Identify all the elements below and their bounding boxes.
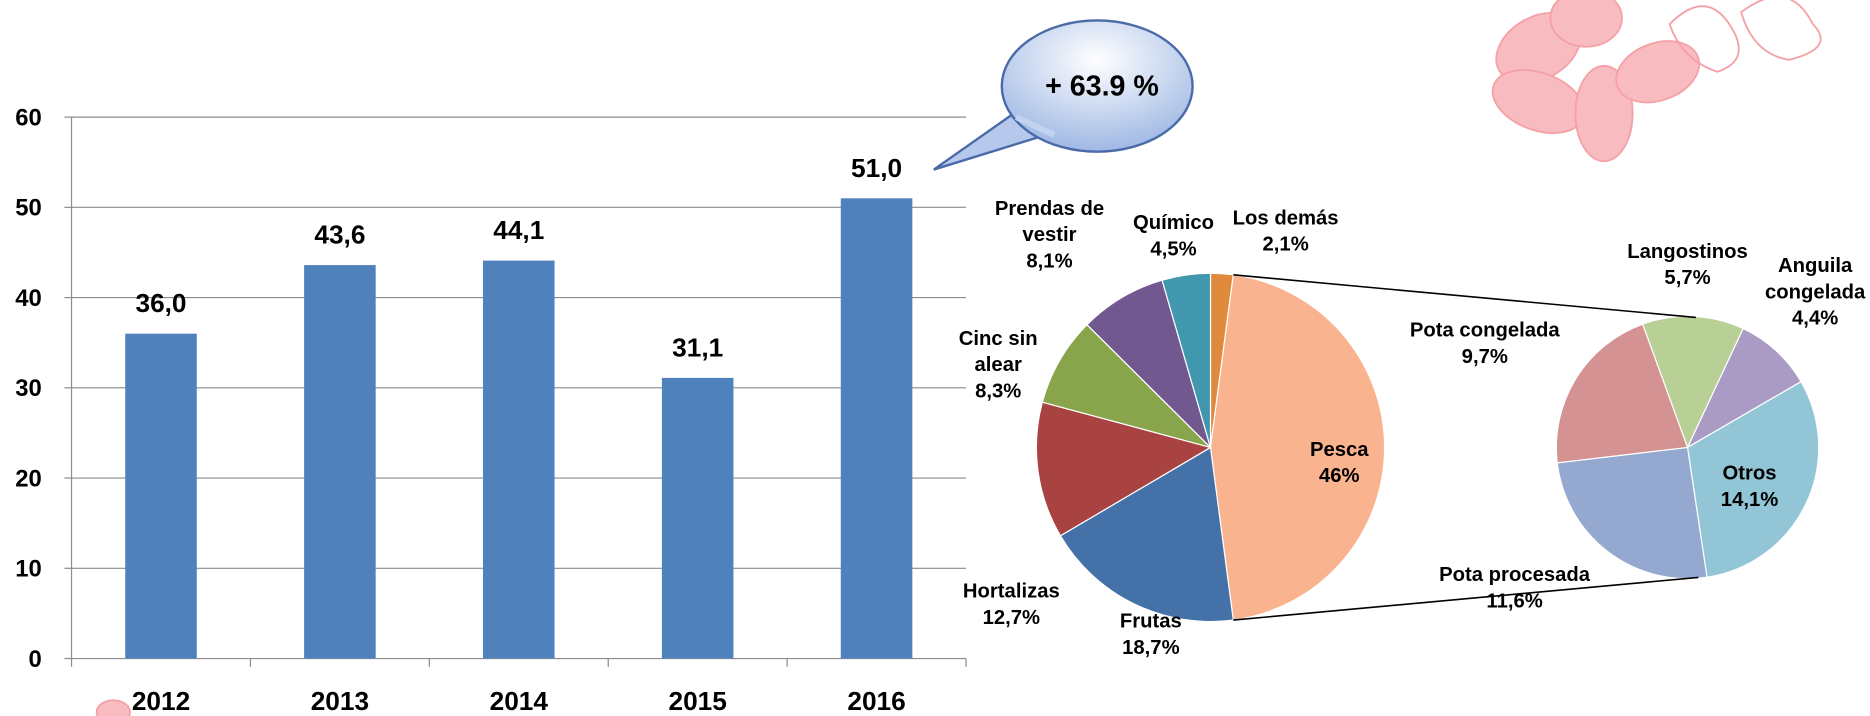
label-box: Hortalizas 12,7%: [940, 557, 1083, 652]
y-tick-label: 20: [15, 465, 42, 492]
data-label: 36,0: [135, 288, 186, 318]
connector: [1233, 274, 1696, 319]
label-box: Los demás 2,1%: [1220, 184, 1351, 279]
slice-name: Prendas de vestir: [994, 196, 1105, 246]
bar: [483, 260, 555, 659]
slice-name: Langostinos: [1627, 239, 1748, 263]
slice-label: Cinc sin alear 8,3%: [939, 317, 1058, 412]
slice-label: Pesca 46%: [1286, 415, 1393, 510]
slice-value: 2,1%: [1262, 232, 1309, 256]
decoration: [95, 0, 1822, 716]
x-tick-label: 2013: [311, 686, 369, 716]
slice-name: Cinc sin alear: [958, 326, 1038, 376]
pie-slice: [1059, 446, 1234, 623]
slice-name: Otros: [1722, 461, 1777, 485]
slice-value: 5,7%: [1664, 266, 1711, 289]
slice-value: 9,7%: [1461, 344, 1508, 368]
slice-value: 14,1%: [1720, 487, 1779, 511]
label-box: Químico 4,5%: [1114, 189, 1233, 284]
label-box: Prendas de vestir 8,1%: [978, 187, 1121, 282]
slice-name: Hortalizas: [962, 579, 1060, 603]
x-tick-label: 2016: [847, 686, 905, 716]
slice-label: Químico 4,5%: [1114, 189, 1233, 284]
y-tick-label: 60: [15, 104, 42, 131]
slice-label: Hortalizas 12,7%: [940, 557, 1083, 652]
connector: [1233, 576, 1699, 621]
pie-slice: [1035, 401, 1213, 537]
x-tick-label: 2015: [669, 686, 727, 716]
data-label: 31,1: [672, 332, 723, 362]
y-tick-label: 40: [15, 285, 42, 312]
slice-name: Pota procesada: [1439, 563, 1591, 586]
slice-value: 46%: [1318, 464, 1360, 487]
pie-slice: [1209, 274, 1386, 621]
slice-name: Pesca: [1309, 437, 1369, 461]
slice-label: Langostinos 5,7%: [1610, 217, 1765, 312]
slice-value: 4,5%: [1150, 237, 1197, 261]
label-box: Cinc sin alear 8,3%: [939, 317, 1058, 412]
callout: + 63.9 %: [933, 19, 1194, 171]
bar: [304, 265, 376, 659]
annotation: + 63.9 %: [1045, 71, 1159, 103]
slice-value: 18,7%: [1122, 635, 1180, 659]
slice-name: Pota congelada: [1409, 318, 1560, 342]
slice-name: Los demás: [1232, 206, 1339, 230]
bar: [125, 333, 197, 659]
pie-slice: [1041, 323, 1213, 449]
pie-slice: [1555, 323, 1689, 464]
pie-slice: [1161, 272, 1212, 448]
label-box: Langostinos 5,7%: [1610, 217, 1765, 312]
data-label: 43,6: [314, 220, 365, 250]
pie-slice: [1686, 380, 1820, 578]
label-box: Pesca 46%: [1286, 415, 1393, 510]
data-label: 51,0: [851, 153, 902, 183]
bar: [840, 198, 913, 659]
label-box: Anguila congelada 4,4%: [1750, 245, 1870, 340]
y-tick-label: 50: [15, 195, 42, 222]
slice-value: 8,1%: [1026, 249, 1073, 273]
slice-value: 4,4%: [1792, 306, 1839, 330]
slice-label: Prendas de vestir 8,1%: [978, 187, 1121, 282]
y-tick-label: 10: [15, 556, 42, 583]
slice-value: 8,3%: [975, 379, 1022, 403]
pie-slice: [1686, 327, 1802, 449]
label-box: Frutas 18,7%: [1097, 587, 1204, 682]
data-label: 44,1: [493, 215, 544, 245]
slice-value: 12,7%: [982, 606, 1041, 629]
bar: [661, 377, 734, 659]
label-box: Pota congelada 9,7%: [1383, 296, 1586, 391]
label-box: Otros 14,1%: [1696, 439, 1803, 534]
slice-name: Frutas: [1119, 609, 1182, 633]
y-tick-label: 0: [28, 646, 41, 673]
slice-name: Químico: [1132, 211, 1215, 234]
y-tick-label: 30: [15, 375, 42, 402]
slice-name: Anguila congelada: [1764, 254, 1866, 304]
pie-slice: [1086, 279, 1212, 450]
x-tick-label: 2014: [490, 686, 549, 716]
x-tick-label: 2012: [132, 686, 190, 716]
